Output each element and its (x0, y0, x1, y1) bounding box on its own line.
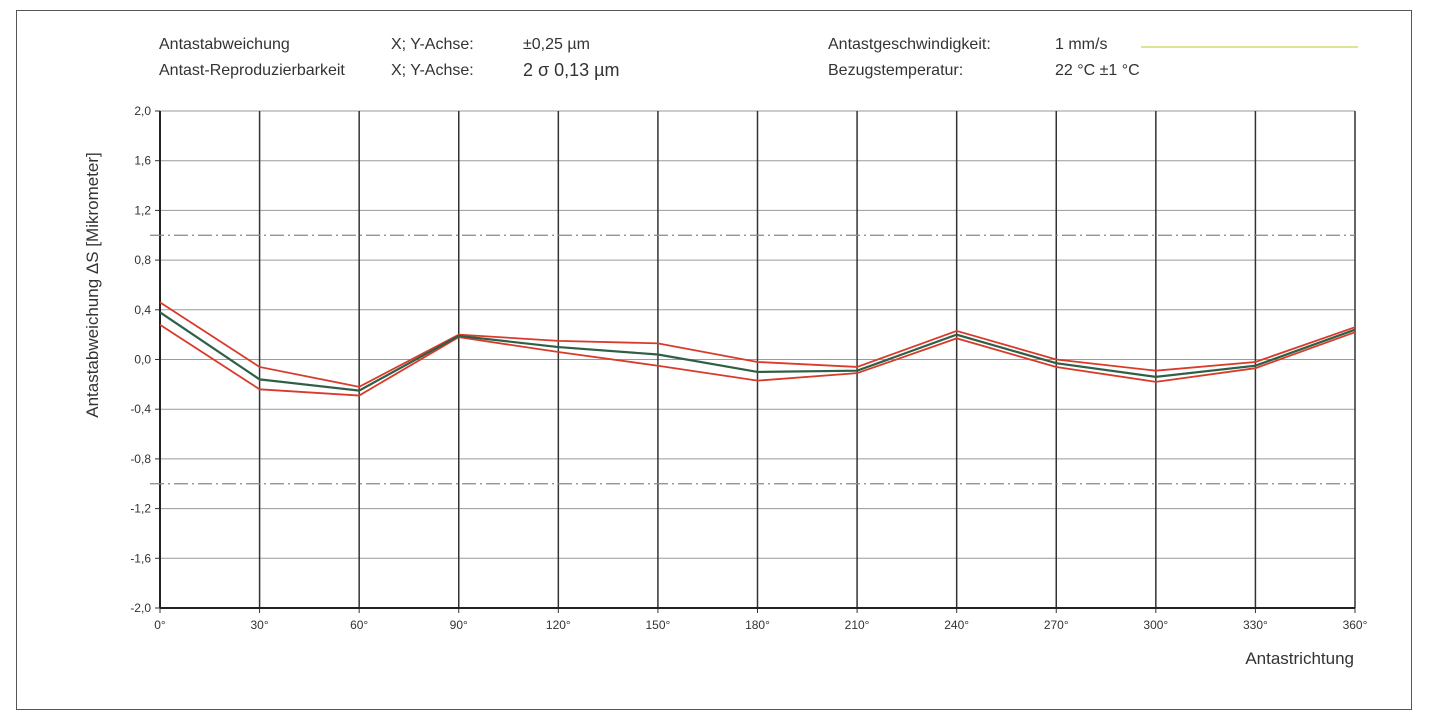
xtick-label-12: 360° (1343, 618, 1368, 632)
grid (155, 110, 1356, 613)
xtick-label-6: 180° (745, 618, 770, 632)
series (159, 301, 1356, 397)
header-row2-value: 2 σ 0,13 µm (523, 60, 620, 80)
ytick-label-5: 0,0 (134, 353, 151, 367)
xtick-label-7: 210° (845, 618, 870, 632)
series-line-mean (159, 311, 1356, 392)
ytick-label-4: 0,4 (134, 303, 151, 317)
series-line-upper (159, 301, 1356, 388)
ytick-label-3: 0,8 (134, 253, 151, 267)
ytick-label-6: -0,4 (130, 402, 151, 416)
xtick-label-4: 120° (546, 618, 571, 632)
ytick-label-8: -1,2 (130, 502, 151, 516)
speed-label: Antastgeschwindigkeit: (828, 36, 991, 53)
ytick-label-1: 1,6 (134, 154, 151, 168)
reference-lines (150, 234, 1355, 485)
speed-value: 1 mm/s (1055, 36, 1108, 53)
ytick-label-0: 2,0 (134, 104, 151, 118)
header-row2-label: Antast-Reproduzierbarkeit (159, 62, 345, 79)
xtick-label-9: 270° (1044, 618, 1069, 632)
tick-labels: 2,0 1,6 1,2 0,8 0,4 0,0 -0,4 -0,8 -1,2 -1,6 -2,00°… (130, 104, 1367, 632)
x-axis-title: Antastrichtung (1245, 649, 1354, 668)
temp-value: 22 °C ±1 °C (1055, 62, 1140, 79)
series-line-lower (159, 323, 1356, 397)
header-row2-axis: X; Y-Achse: (391, 62, 474, 79)
xtick-label-11: 330° (1243, 618, 1268, 632)
xtick-label-0: 0° (154, 618, 166, 632)
ytick-label-7: -0,8 (130, 452, 151, 466)
ytick-label-2: 1,2 (134, 203, 151, 217)
xtick-label-10: 300° (1143, 618, 1168, 632)
header-row1-label: Antastabweichung (159, 36, 290, 53)
xtick-label-5: 150° (646, 618, 671, 632)
chart: 2,0 1,6 1,2 0,8 0,4 0,0 -0,4 -0,8 -1,2 -1,6 -2,00°… (83, 46, 1368, 668)
xtick-label-8: 240° (944, 618, 969, 632)
xtick-label-2: 60° (350, 618, 368, 632)
ytick-label-10: -2,0 (130, 601, 151, 615)
header-row1-axis: X; Y-Achse: (391, 36, 474, 53)
header-row1-value: ±0,25 µm (523, 36, 590, 53)
temp-label: Bezugstemperatur: (828, 62, 964, 79)
ytick-label-9: -1,6 (130, 551, 151, 565)
y-axis-title: Antastabweichung ΔS [Mikrometer] (83, 152, 102, 418)
xtick-label-3: 90° (450, 618, 468, 632)
xtick-label-1: 30° (251, 618, 269, 632)
